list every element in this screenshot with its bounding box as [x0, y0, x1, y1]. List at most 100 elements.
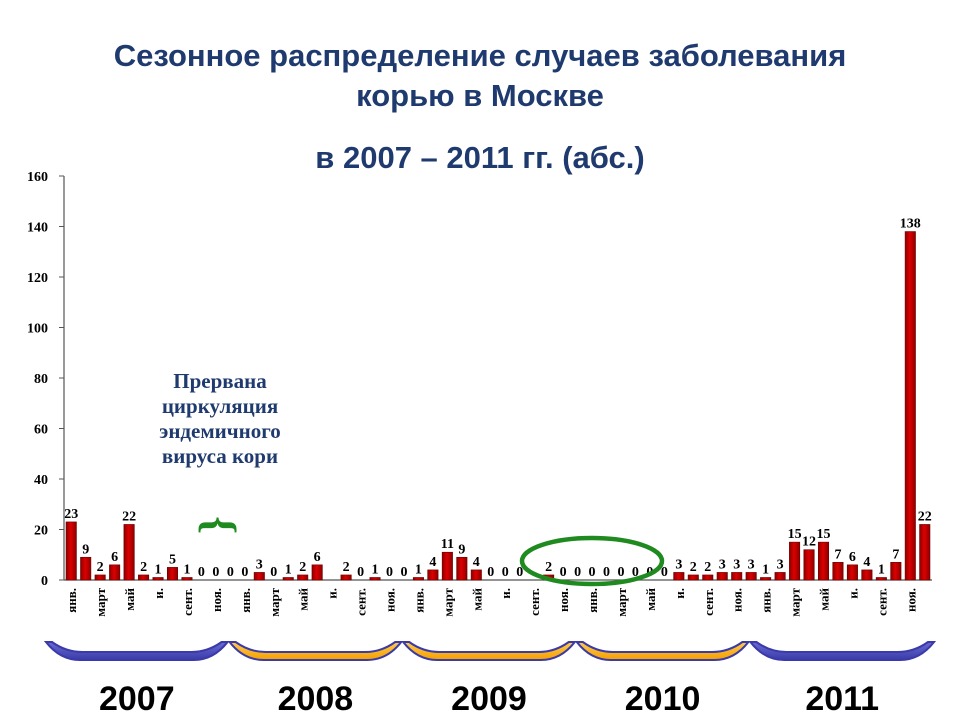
bar — [181, 577, 193, 581]
data-label: 1 — [372, 562, 379, 577]
x-tick-label: ноя. — [556, 588, 571, 612]
x-tick-label: март — [267, 587, 282, 616]
bar — [673, 572, 685, 581]
bar — [441, 551, 453, 581]
x-tick-label: и. — [325, 588, 340, 599]
data-label: 0 — [574, 565, 581, 580]
y-tick-label: 60 — [34, 423, 48, 438]
data-label: 0 — [589, 565, 596, 580]
x-tick-label: ноя. — [903, 588, 918, 612]
year-label: 2009 — [451, 680, 527, 718]
bar — [702, 574, 714, 581]
data-label: 15 — [788, 527, 802, 542]
data-label: 11 — [441, 537, 454, 552]
x-tick-label: янв. — [585, 588, 600, 613]
y-tick-label: 40 — [34, 473, 48, 488]
data-label: 3 — [719, 557, 726, 572]
x-tick-label: март — [93, 587, 108, 616]
bar — [138, 574, 150, 581]
brace-icon: { — [195, 516, 246, 534]
x-tick-label: май — [817, 587, 832, 610]
data-label: 1 — [285, 562, 292, 577]
data-label: 7 — [834, 547, 841, 562]
x-tick-label: янв. — [411, 588, 426, 613]
y-tick-label: 20 — [34, 524, 48, 539]
bar — [890, 562, 902, 581]
annotation-line: эндемичного — [159, 419, 280, 443]
x-tick-label: и. — [845, 588, 860, 599]
data-label: 0 — [227, 565, 234, 580]
x-tick-label: май — [122, 587, 137, 610]
y-tick-label: 160 — [27, 170, 48, 185]
data-label: 1 — [762, 562, 769, 577]
bar — [774, 572, 786, 581]
data-label: 0 — [270, 565, 277, 580]
data-label: 1 — [183, 562, 190, 577]
data-label: 9 — [458, 542, 465, 557]
data-label: 2 — [704, 560, 711, 575]
data-label: 7 — [892, 547, 899, 562]
bar — [253, 572, 265, 581]
bar — [65, 521, 77, 581]
x-tick-label: ноя. — [383, 588, 398, 612]
x-tick-label: и. — [498, 588, 513, 599]
bar — [297, 574, 309, 581]
x-tick-label: ноя. — [209, 588, 224, 612]
bar — [123, 524, 135, 581]
data-label: 0 — [487, 565, 494, 580]
data-label: 15 — [817, 527, 831, 542]
data-label: 0 — [212, 565, 219, 580]
title-line-1: Сезонное распределение случаев заболеван… — [113, 38, 847, 73]
bar — [919, 524, 931, 581]
bar — [716, 572, 728, 581]
bar — [340, 574, 352, 581]
x-tick-label: сент. — [354, 588, 369, 616]
x-tick-label: сент. — [701, 588, 716, 616]
x-tick-label: и. — [151, 588, 166, 599]
data-label: 22 — [122, 509, 136, 524]
bar — [846, 564, 858, 581]
bar — [152, 577, 164, 581]
bar — [745, 572, 757, 581]
year-band — [748, 641, 937, 661]
data-label: 0 — [400, 565, 407, 580]
bar — [687, 574, 699, 581]
x-tick-label: янв. — [238, 588, 253, 613]
bar — [832, 562, 844, 581]
annotation-line: Прервана — [173, 369, 267, 393]
bar — [80, 556, 92, 581]
bar — [817, 541, 830, 581]
year-band — [574, 641, 751, 661]
x-tick-label: март — [788, 587, 803, 616]
bar — [412, 577, 424, 581]
data-label: 1 — [155, 562, 162, 577]
data-label: 6 — [849, 550, 856, 565]
title-line-3: в 2007 – 2011 гг. (абс.) — [315, 140, 645, 175]
x-tick-label: янв. — [759, 588, 774, 613]
year-band — [43, 641, 230, 661]
x-tick-label: май — [643, 587, 658, 610]
bar — [861, 569, 873, 581]
data-label: 0 — [603, 565, 610, 580]
bar — [166, 567, 179, 581]
year-label: 2011 — [805, 680, 879, 718]
x-tick-label: ноя. — [730, 588, 745, 612]
data-label: 0 — [241, 565, 248, 580]
data-label: 0 — [617, 565, 624, 580]
bar — [803, 549, 815, 581]
x-tick-label: май — [296, 587, 311, 610]
title-line-2: корью в Москве — [356, 78, 604, 113]
year-label: 2007 — [99, 680, 175, 718]
data-label: 2 — [97, 560, 104, 575]
data-label: 6 — [111, 550, 118, 565]
bar — [470, 569, 482, 581]
data-label: 3 — [748, 557, 755, 572]
highlight-ellipse — [519, 535, 665, 587]
y-tick-label: 80 — [34, 372, 48, 387]
data-label: 12 — [802, 535, 816, 550]
data-label: 4 — [429, 555, 436, 570]
x-tick-label: сент. — [527, 588, 542, 616]
bar — [904, 231, 916, 581]
data-label: 6 — [314, 550, 321, 565]
